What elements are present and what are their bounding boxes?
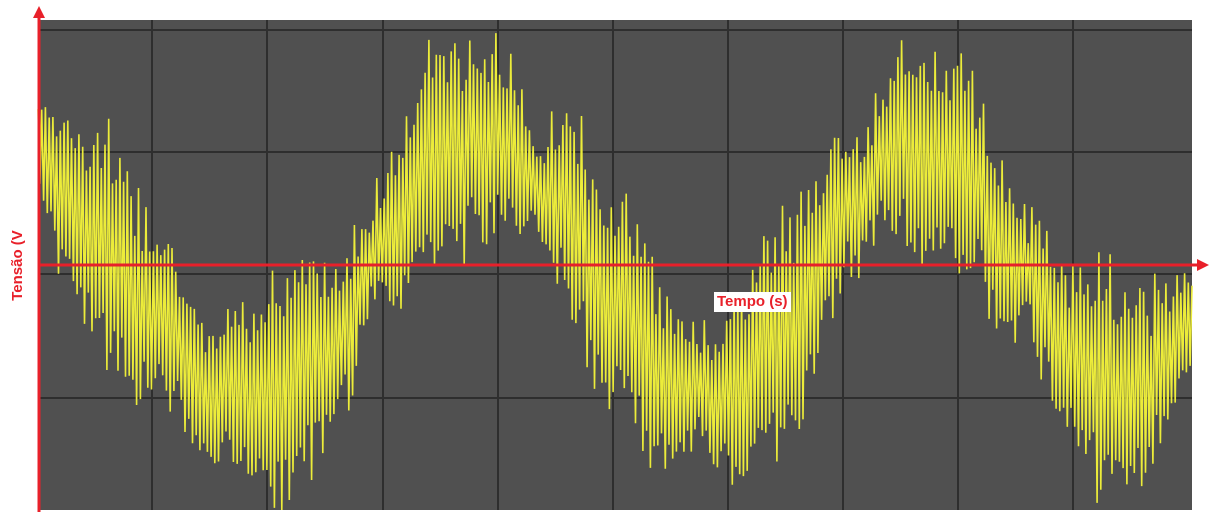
y-axis-label: Tensão (V (8, 229, 26, 301)
y-axis-arrowhead (33, 6, 45, 18)
x-axis-arrowhead (1197, 259, 1209, 271)
y-axis-label-box: Tensão (V (4, 205, 30, 325)
signal-trace (37, 33, 1193, 511)
x-axis-label: Tempo (s) (714, 292, 791, 312)
axes (33, 6, 1209, 512)
